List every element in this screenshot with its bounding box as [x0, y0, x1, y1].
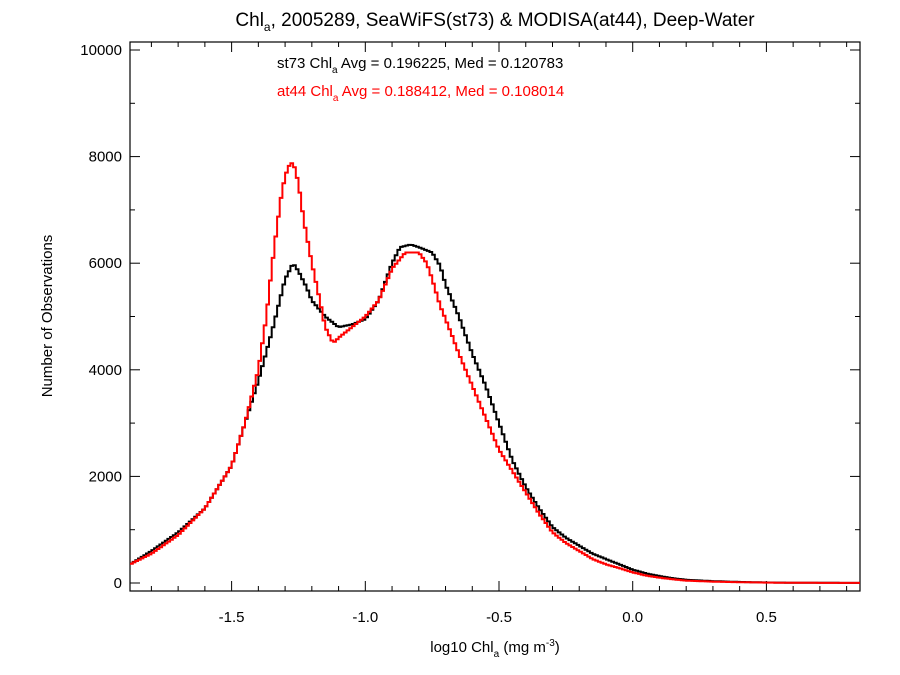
axis-ticks: -1.5 -1.0 -0.5 0.0 0.5 0 2000 4000 6000 8000 10000 [80, 42, 860, 626]
y-tick-label: 2000 [89, 468, 122, 485]
st73-stats-annotation: st73 Chla Avg = 0.196225, Med = 0.120783 [277, 55, 563, 76]
plot-frame [129, 41, 861, 592]
y-axis-label: Number of Observations [39, 235, 56, 398]
y-tick-label: 10000 [80, 42, 122, 59]
x-tick-label: 0.0 [622, 609, 643, 626]
chart-title: Chla, 2005289, SeaWiFS(st73) & MODISA(at… [235, 10, 755, 34]
x-tick-label: 0.5 [756, 609, 777, 626]
series-st73-line [130, 243, 860, 584]
y-tick-label: 4000 [89, 362, 122, 379]
x-tick-label: -0.5 [486, 609, 512, 626]
x-tick-label: -1.0 [352, 609, 378, 626]
series-at44-line [130, 162, 860, 584]
x-tick-label: -1.5 [219, 609, 245, 626]
series-layer [130, 162, 860, 584]
at44-stats-annotation: at44 Chla Avg = 0.188412, Med = 0.108014 [277, 83, 564, 104]
y-tick-label: 6000 [89, 255, 122, 272]
y-tick-label: 8000 [89, 149, 122, 166]
y-tick-label: 0 [114, 575, 122, 592]
x-axis-label: log10 Chla (mg m-3) [430, 638, 560, 660]
